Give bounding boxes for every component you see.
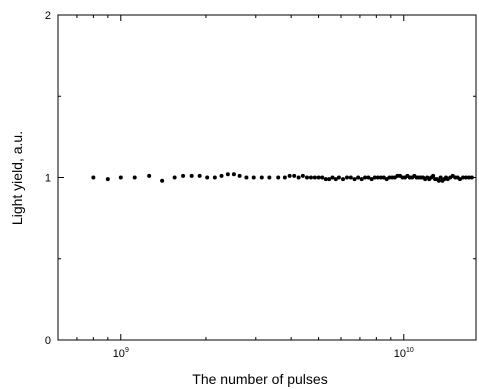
data-point — [348, 175, 353, 180]
data-point — [160, 178, 165, 183]
x-axis-ticks: 109 1010 — [57, 15, 414, 360]
data-point — [336, 175, 341, 180]
data-point — [316, 175, 321, 180]
data-point — [466, 175, 471, 180]
data-point — [189, 173, 194, 178]
y-axis-title: Light yield, a.u. — [9, 131, 25, 225]
data-point — [320, 175, 325, 180]
data-point — [296, 175, 301, 180]
x-axis-title: The number of pulses — [192, 371, 327, 387]
data-point — [369, 177, 374, 182]
data-point — [197, 173, 202, 178]
data-point — [105, 177, 110, 182]
data-point — [276, 175, 281, 180]
y-tick-label: 0 — [45, 335, 51, 347]
data-point — [461, 175, 466, 180]
data-point — [172, 175, 177, 180]
data-point — [292, 173, 297, 178]
data-point — [147, 173, 152, 178]
data-point — [91, 175, 96, 180]
y-tick-label: 1 — [45, 173, 51, 185]
data-point — [438, 175, 443, 180]
data-point — [359, 177, 364, 182]
data-point — [372, 175, 377, 180]
data-point — [267, 175, 272, 180]
data-point — [356, 175, 361, 180]
data-point — [132, 175, 137, 180]
x-tick-label: 109 — [113, 347, 129, 360]
data-point — [304, 175, 309, 180]
data-point — [341, 177, 346, 182]
x-tick-label: 1010 — [394, 347, 414, 360]
data-point — [344, 175, 349, 180]
data-point — [469, 175, 474, 180]
data-point — [363, 175, 368, 180]
data-point — [436, 178, 441, 183]
data-points — [91, 172, 474, 183]
data-point — [244, 175, 249, 180]
data-point — [118, 175, 123, 180]
data-point — [352, 177, 357, 182]
data-point — [330, 175, 335, 180]
data-point — [251, 175, 256, 180]
data-point — [327, 177, 332, 182]
data-point — [300, 173, 305, 178]
data-point — [181, 173, 186, 178]
data-point — [366, 175, 371, 180]
data-point — [308, 175, 313, 180]
data-point — [287, 173, 292, 178]
data-point — [231, 172, 236, 177]
data-point — [333, 177, 338, 182]
data-point — [378, 175, 383, 180]
data-point — [375, 175, 380, 180]
data-point — [237, 173, 242, 178]
data-point — [212, 175, 217, 180]
data-point — [457, 177, 462, 182]
data-point — [225, 172, 230, 177]
data-point — [259, 175, 264, 180]
data-point — [464, 175, 469, 180]
data-point — [219, 173, 224, 178]
data-point — [312, 175, 317, 180]
data-point — [205, 175, 210, 180]
data-point — [323, 177, 328, 182]
data-point — [282, 175, 287, 180]
y-tick-label: 2 — [45, 10, 51, 22]
data-point — [431, 173, 436, 178]
